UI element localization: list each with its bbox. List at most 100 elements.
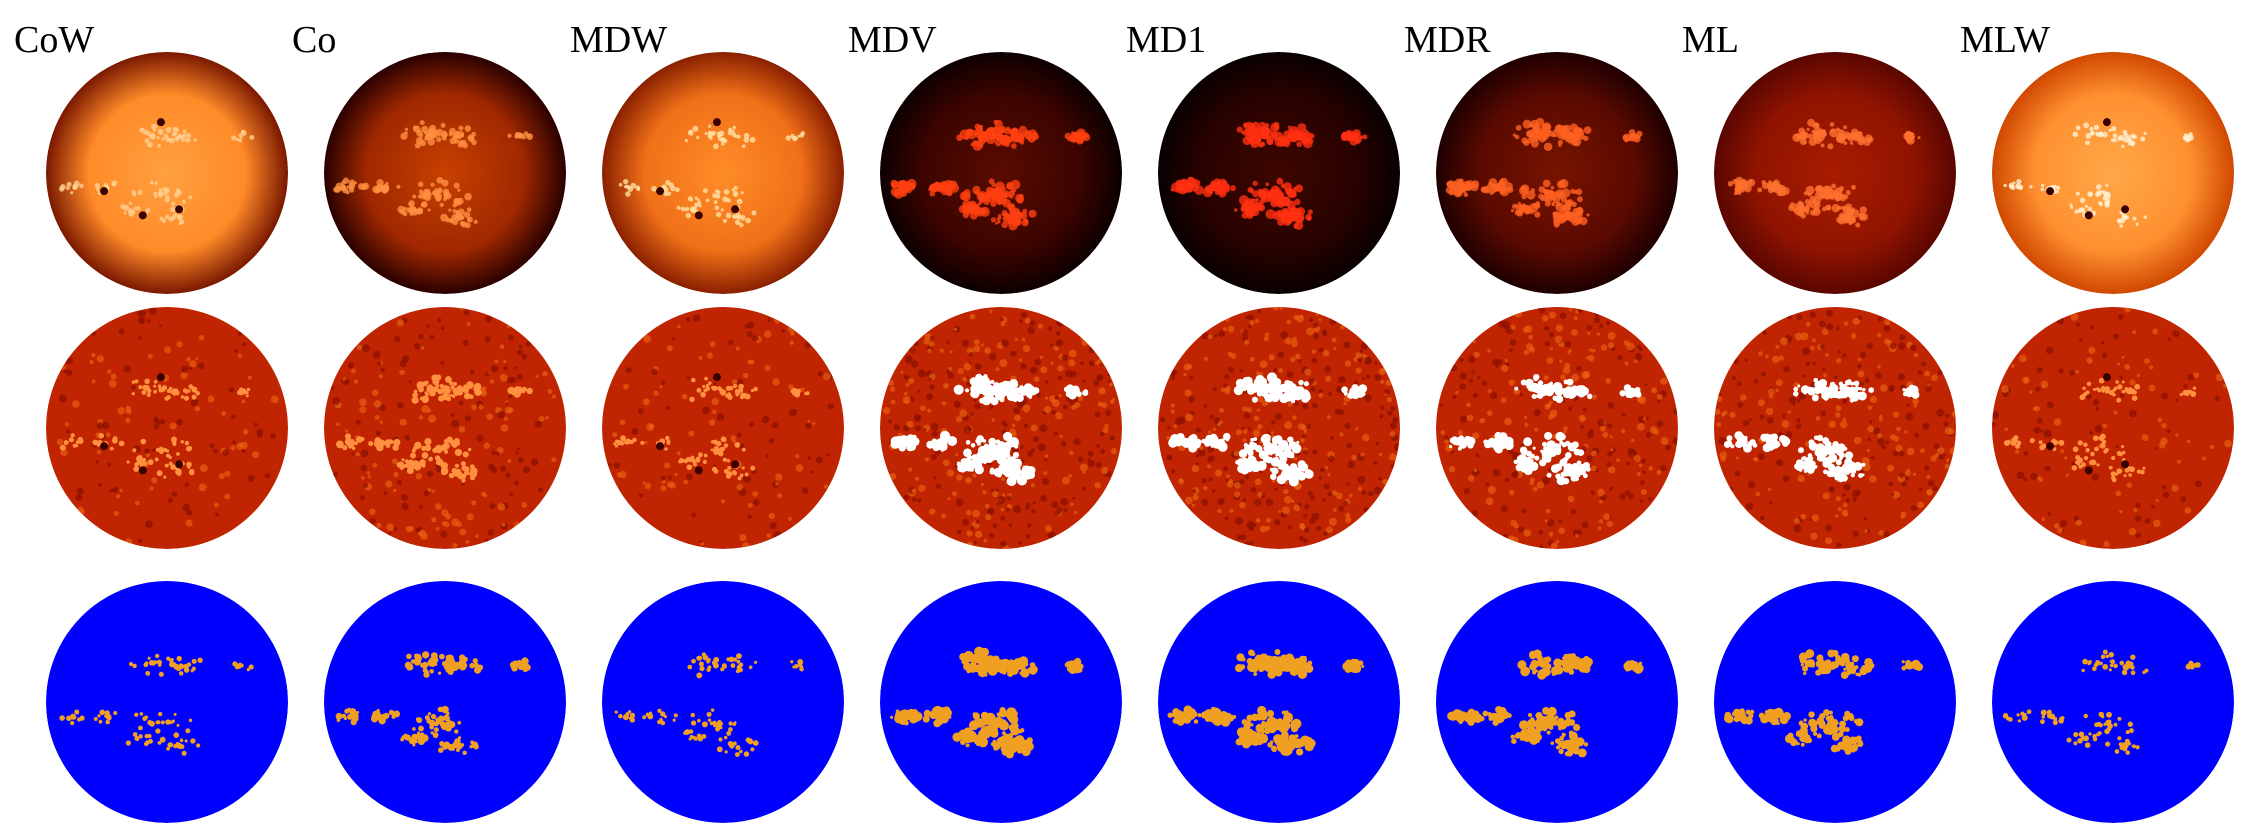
active-region xyxy=(1263,433,1271,442)
speckle xyxy=(1192,494,1199,501)
active-region xyxy=(437,671,442,675)
speckle xyxy=(1224,373,1230,380)
sunspot xyxy=(656,187,665,196)
speckle xyxy=(1108,382,1113,387)
active-region xyxy=(992,448,997,453)
active-region xyxy=(1002,449,1010,457)
active-region xyxy=(696,672,703,679)
speckle xyxy=(1073,438,1081,446)
active-region xyxy=(721,663,727,669)
active-region xyxy=(642,715,647,720)
speckle xyxy=(966,541,974,549)
speckle xyxy=(125,417,131,424)
speckle xyxy=(1487,485,1496,494)
active-region xyxy=(176,655,182,662)
solar-disk-panel xyxy=(324,52,566,294)
active-region xyxy=(725,212,732,219)
speckle xyxy=(1644,383,1648,387)
speckle xyxy=(612,432,618,438)
speckle xyxy=(1673,408,1678,415)
active-region xyxy=(165,453,171,458)
speckle xyxy=(96,450,102,455)
speckle xyxy=(1568,348,1572,353)
active-region xyxy=(1075,662,1081,668)
speckle xyxy=(332,397,341,405)
active-region xyxy=(454,448,463,457)
speckle xyxy=(1559,359,1563,363)
speckle xyxy=(386,523,394,531)
active-region xyxy=(239,135,243,139)
active-region xyxy=(1301,389,1310,398)
active-region xyxy=(960,739,966,745)
speckle xyxy=(1508,379,1515,386)
speckle xyxy=(929,335,935,341)
active-region xyxy=(666,441,671,445)
active-region xyxy=(704,376,708,381)
speckle xyxy=(666,345,673,352)
speckle xyxy=(1501,505,1508,512)
speckle xyxy=(1248,427,1252,431)
active-region xyxy=(1566,213,1572,220)
solar-disk-panel xyxy=(602,307,844,549)
speckle xyxy=(1037,323,1044,329)
active-region xyxy=(743,751,750,757)
speckle xyxy=(941,513,947,519)
active-region xyxy=(1255,736,1264,745)
speckle xyxy=(1544,340,1550,347)
active-region xyxy=(990,467,995,472)
active-region xyxy=(72,443,77,448)
speckle xyxy=(490,450,496,456)
active-region xyxy=(660,711,666,717)
active-region xyxy=(98,432,105,439)
active-region xyxy=(725,473,731,479)
active-region xyxy=(142,384,148,390)
speckle xyxy=(345,429,349,433)
active-region xyxy=(170,201,176,206)
speckle xyxy=(1373,486,1382,495)
active-region xyxy=(798,663,803,668)
speckle xyxy=(140,319,145,324)
active-region xyxy=(733,383,738,389)
speckle xyxy=(242,429,249,435)
speckle xyxy=(1304,504,1310,510)
speckle xyxy=(209,443,215,449)
speckle xyxy=(1473,351,1480,358)
active-region xyxy=(1345,664,1352,670)
column-label: MD1 xyxy=(1126,19,1206,61)
active-region xyxy=(183,395,190,401)
active-region xyxy=(696,456,701,461)
active-region xyxy=(707,718,712,722)
active-region xyxy=(1449,445,1453,449)
speckle xyxy=(1597,488,1605,497)
speckle xyxy=(1030,448,1035,453)
active-region xyxy=(1263,658,1269,664)
speckle xyxy=(331,386,335,390)
active-region xyxy=(166,389,171,393)
speckle xyxy=(1072,496,1076,500)
active-region xyxy=(1269,655,1280,667)
active-region xyxy=(440,213,449,222)
active-region xyxy=(1555,216,1559,221)
speckle xyxy=(471,404,477,411)
speckle xyxy=(708,419,716,426)
speckle xyxy=(1044,525,1052,533)
active-region xyxy=(445,668,450,673)
active-region xyxy=(698,661,704,667)
speckle xyxy=(1539,544,1544,549)
active-region xyxy=(153,380,158,384)
speckle xyxy=(1054,346,1059,352)
speckle xyxy=(1248,325,1252,329)
speckle xyxy=(107,369,112,374)
speckle xyxy=(1591,348,1596,353)
active-region xyxy=(438,715,445,722)
active-region xyxy=(1250,437,1255,442)
speckle xyxy=(1290,356,1296,362)
speckle xyxy=(1362,433,1370,442)
speckle xyxy=(418,415,424,420)
active-region xyxy=(629,439,634,445)
speckle xyxy=(676,451,681,456)
speckle xyxy=(491,365,499,373)
active-region xyxy=(1287,380,1294,387)
speckle xyxy=(1104,423,1109,429)
solar-disk-panel xyxy=(46,581,288,823)
